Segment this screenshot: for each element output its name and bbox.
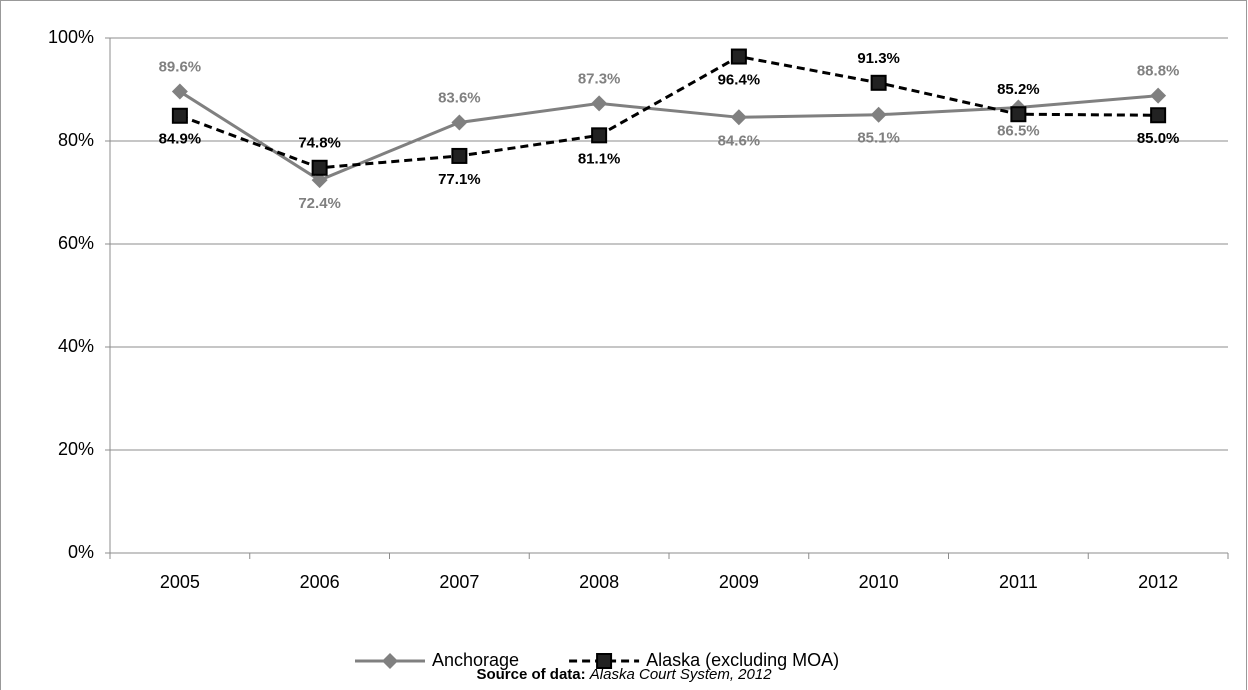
data-point <box>171 107 188 124</box>
data-point <box>1010 106 1027 123</box>
x-tick-label: 2012 <box>1138 572 1178 592</box>
data-point <box>591 95 608 112</box>
y-tick-label: 60% <box>58 233 94 253</box>
value-label: 91.3% <box>857 50 900 67</box>
data-point <box>311 172 328 189</box>
value-label: 85.0% <box>1137 130 1180 147</box>
data-point <box>1150 87 1167 104</box>
value-label: 74.8% <box>298 135 341 152</box>
data-point <box>1150 107 1167 124</box>
y-tick-label: 40% <box>58 336 94 356</box>
data-point <box>730 48 747 65</box>
value-label: 87.3% <box>578 70 621 87</box>
data-point <box>730 109 747 126</box>
x-tick-label: 2010 <box>859 572 899 592</box>
data-point <box>451 147 468 164</box>
data-point <box>591 127 608 144</box>
value-label: 84.9% <box>159 131 202 148</box>
data-point <box>451 114 468 131</box>
value-label: 72.4% <box>298 195 341 212</box>
value-label: 89.6% <box>159 59 202 76</box>
x-tick-label: 2008 <box>579 572 619 592</box>
x-tick-label: 2006 <box>300 572 340 592</box>
x-tick-label: 2009 <box>719 572 759 592</box>
value-label: 84.6% <box>718 132 761 149</box>
value-label: 86.5% <box>997 122 1040 139</box>
value-label: 88.8% <box>1137 63 1180 80</box>
source-note: Source of data: Alaska Court System, 201… <box>476 666 772 683</box>
y-tick-label: 80% <box>58 130 94 150</box>
legend-marker <box>382 653 398 669</box>
source-text: Alaska Court System, 2012 <box>589 666 772 683</box>
data-point <box>171 83 188 100</box>
value-label: 96.4% <box>718 72 761 89</box>
source-label: Source of data: <box>476 666 585 683</box>
data-point <box>311 159 328 176</box>
legend-marker <box>596 653 613 669</box>
value-label: 85.2% <box>997 81 1040 98</box>
legend-label: Anchorage <box>432 650 519 670</box>
series-line <box>179 54 1159 170</box>
data-point <box>870 74 887 91</box>
x-tick-label: 2011 <box>999 572 1038 592</box>
value-label: 81.1% <box>578 150 621 167</box>
legend-label: Alaska (excluding MOA) <box>646 650 839 670</box>
y-tick-label: 20% <box>58 439 94 459</box>
y-tick-label: 0% <box>68 542 94 562</box>
data-point <box>870 106 887 123</box>
x-tick-label: 2005 <box>160 572 200 592</box>
value-label: 77.1% <box>438 171 481 188</box>
x-tick-label: 2007 <box>439 572 479 592</box>
value-label: 83.6% <box>438 89 481 106</box>
value-label: 85.1% <box>857 130 900 147</box>
y-tick-label: 100% <box>48 27 94 47</box>
